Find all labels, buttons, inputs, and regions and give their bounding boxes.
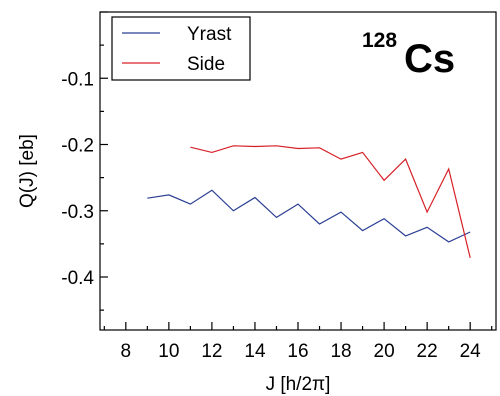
- x-tick-label: 22: [417, 341, 438, 362]
- legend-box: [111, 16, 251, 81]
- x-axis-label: J [h/2π]: [266, 374, 331, 395]
- series: [147, 145, 471, 258]
- ticks: [100, 11, 493, 330]
- legend-label-yrast: Yrast: [187, 24, 232, 45]
- isotope-mass-number: 128: [362, 29, 397, 52]
- tick-labels: 8 10 12 14 16 18 20 22 24 -0.1 -0.2 -0.3 -0.4: [61, 69, 481, 362]
- x-tick-label: 16: [287, 341, 308, 362]
- legend: Yrast Side: [111, 16, 251, 81]
- x-tick-label: 18: [330, 341, 351, 362]
- series-line-yrast: [147, 189, 471, 243]
- x-tick-label: 8: [121, 341, 132, 362]
- y-tick-label: -0.3: [61, 202, 94, 223]
- y-tick-label: -0.2: [61, 136, 94, 157]
- legend-label-side: Side: [187, 54, 225, 75]
- y-axis-label: Q(J) [eb]: [17, 134, 38, 208]
- x-tick-label: 10: [158, 341, 179, 362]
- x-tick-label: 20: [374, 341, 395, 362]
- series-line-side: [190, 145, 471, 258]
- x-tick-label: 14: [244, 341, 266, 362]
- x-tick-label: 24: [460, 341, 482, 362]
- y-tick-label: -0.4: [61, 268, 94, 289]
- y-tick-label: -0.1: [61, 69, 94, 90]
- isotope-element: Cs: [404, 37, 455, 81]
- x-tick-label: 12: [201, 341, 222, 362]
